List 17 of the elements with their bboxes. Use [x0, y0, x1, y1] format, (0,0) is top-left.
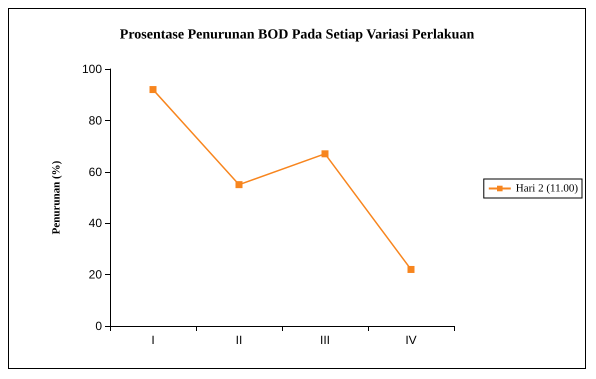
x-tick-label: II	[236, 333, 242, 347]
y-tick-label: 20	[88, 268, 102, 282]
y-tick-label: 40	[88, 216, 102, 230]
x-tick-label: III	[320, 333, 330, 347]
chart-title: Prosentase Penurunan BOD Pada Setiap Variasi Perlakuan	[120, 28, 474, 42]
y-tick-label: 80	[88, 113, 102, 128]
y-tick-label: 0	[95, 319, 102, 333]
y-tick-label: 100	[82, 62, 102, 76]
legend-label: Hari 2 (11.00)	[516, 182, 578, 194]
point	[236, 181, 242, 188]
point	[322, 150, 328, 158]
point	[408, 266, 414, 273]
x-tick-label: IV	[405, 333, 417, 347]
y-tick-label: 60	[88, 164, 102, 179]
x-tick-label: I	[151, 333, 155, 347]
y-axis-title: Penurunan (%)	[50, 160, 62, 234]
point	[150, 86, 156, 94]
